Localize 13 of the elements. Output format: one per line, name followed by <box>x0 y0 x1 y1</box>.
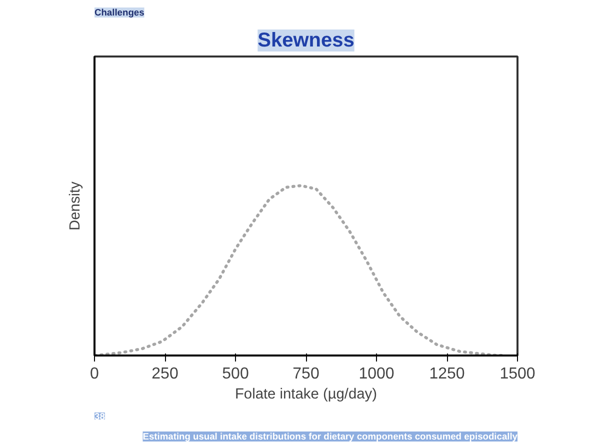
text: Estimating usual intake distributions for dietary components consumed episodically <box>142 432 518 442</box>
y-axis-title: Density <box>68 180 84 230</box>
x-tick-label: 750 <box>292 366 320 382</box>
x-tick-label: 250 <box>152 366 178 382</box>
x-tick-label: 1500 <box>500 366 536 382</box>
x-tick-label: 0 <box>90 366 100 382</box>
x-axis-title: Folate intake (µg/day) <box>234 386 378 402</box>
text: 38 <box>94 412 105 422</box>
x-tick-label: 1000 <box>358 366 394 382</box>
text: Challenges <box>94 8 144 18</box>
chart-title: Skewness <box>258 30 354 52</box>
x-tick-label: 500 <box>222 366 249 382</box>
x-tick-label: 1250 <box>429 366 465 382</box>
